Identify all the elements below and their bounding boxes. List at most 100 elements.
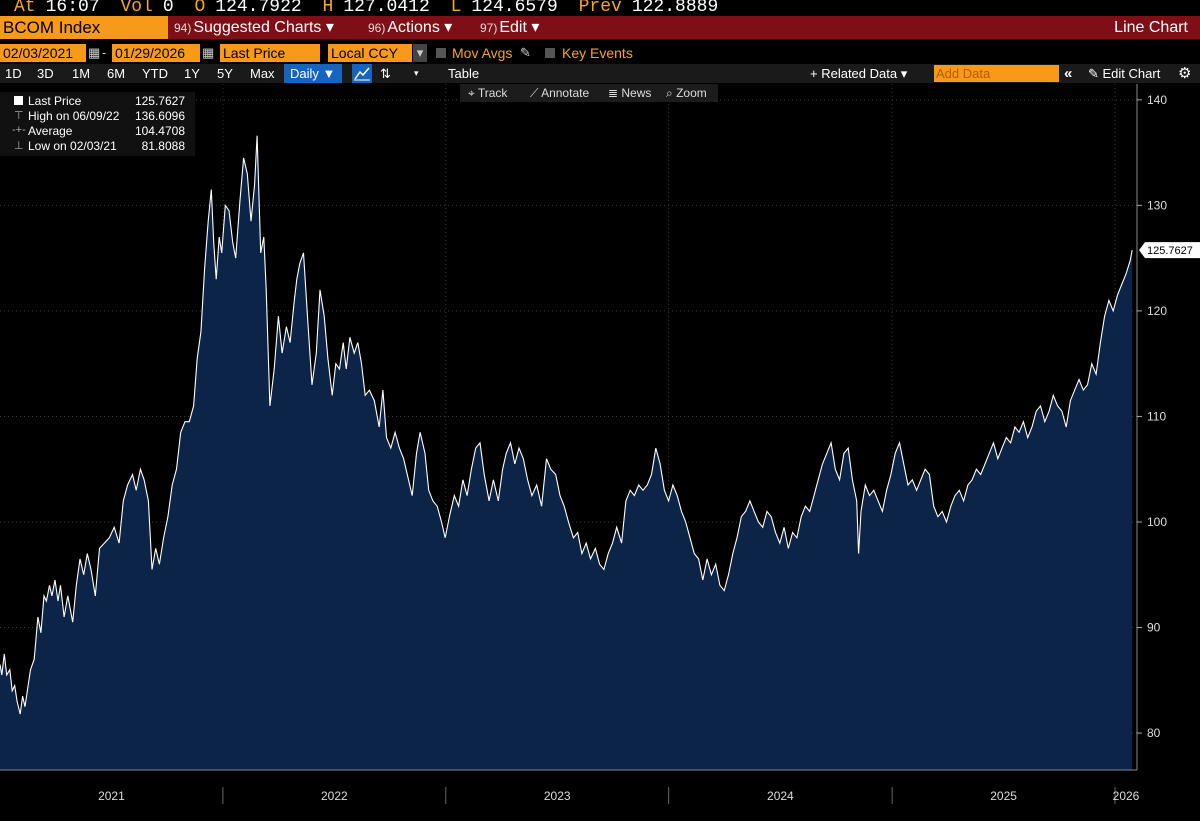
end-date-field[interactable]: 01/29/2026	[112, 44, 200, 62]
open-label: O	[194, 0, 206, 16]
calendar-icon[interactable]: ▦	[88, 45, 101, 60]
related-data-button[interactable]: + Related Data ▾	[810, 66, 908, 81]
chevron-down-icon[interactable]: ▾	[413, 44, 427, 62]
low-value: 124.6579	[471, 0, 558, 16]
menu-number: 97)	[480, 21, 498, 35]
legend-value: 125.7627	[134, 94, 185, 108]
period-3d[interactable]: 3D	[37, 66, 54, 81]
high-label: H	[322, 0, 334, 16]
line-chart-icon[interactable]	[352, 64, 372, 83]
x-tick-label: 2021	[98, 789, 125, 803]
vol-label: Vol	[120, 0, 153, 16]
suggested-charts-menu[interactable]: 94) Suggested Charts ▾	[174, 16, 334, 39]
legend-swatch	[14, 96, 23, 105]
low-marker-icon: ⊥	[14, 140, 24, 152]
period-ytd[interactable]: YTD	[142, 66, 168, 81]
legend-value: 81.8088	[141, 139, 185, 153]
date-separator: -	[102, 45, 107, 60]
menu-number: 94)	[174, 21, 192, 35]
y-tick-label: 140	[1147, 93, 1167, 107]
y-tick-label: 80	[1147, 726, 1161, 740]
open-value: 124.7922	[215, 0, 302, 16]
y-tick-label: 130	[1147, 198, 1167, 212]
quote-ticker-line: At 16:07 Vol 0 O 124.7922 H 127.0412 L 124.65…	[0, 0, 1200, 16]
at-value: 16:07	[45, 0, 100, 16]
mov-avgs-checkbox[interactable]	[436, 48, 446, 58]
last-value-text: 125.7627	[1147, 245, 1193, 257]
chevron-down-icon[interactable]: ▾	[414, 68, 419, 78]
collapse-icon[interactable]: «	[1064, 65, 1073, 82]
price-line	[0, 135, 1133, 715]
legend-label: Last Price	[28, 94, 82, 108]
x-tick-label: 2023	[544, 789, 571, 803]
legend-value: 104.4708	[134, 124, 185, 138]
edit-chart-button[interactable]: ✎ Edit Chart	[1088, 66, 1161, 81]
track-tool[interactable]: ⌖ Track	[468, 84, 507, 102]
frequency-dropdown[interactable]: Daily ▼	[284, 64, 342, 83]
key-events-label[interactable]: Key Events	[562, 45, 633, 61]
news-tool[interactable]: ≣ News	[608, 84, 651, 102]
last-value-tag	[1139, 242, 1200, 259]
vol-value: 0	[162, 0, 174, 16]
at-label: At	[14, 0, 36, 16]
y-tick-label: 100	[1147, 515, 1167, 529]
price-area	[0, 135, 1133, 770]
track-label: Track	[477, 86, 508, 100]
security-field[interactable]: BCOM Index	[0, 16, 168, 39]
legend-label: High on 06/09/22	[28, 109, 120, 123]
zoom-tool[interactable]: ⌕ Zoom	[666, 84, 707, 102]
menu-label: Actions ▾	[387, 19, 453, 36]
y-tick-label: 90	[1147, 621, 1161, 635]
x-tick-label: 2022	[321, 789, 348, 803]
calendar-icon[interactable]: ▦	[202, 45, 215, 60]
period-6m[interactable]: 6M	[107, 66, 126, 81]
annotate-icon: ⟋	[530, 86, 542, 100]
high-marker-icon: ⊤	[14, 110, 24, 122]
start-date-field[interactable]: 02/03/2021	[0, 44, 86, 62]
period-1y[interactable]: 1Y	[184, 66, 200, 81]
menu-label: Edit ▾	[499, 19, 540, 36]
field-selector[interactable]: Last Price	[220, 44, 320, 62]
key-events-checkbox[interactable]	[545, 48, 555, 58]
last-value-marker: 125.7627	[1139, 242, 1200, 259]
prev-label: Prev	[578, 0, 622, 16]
x-tick-label: 2025	[990, 789, 1017, 803]
y-tick-label: 120	[1147, 304, 1167, 318]
crosshair-icon: ⌖	[468, 86, 478, 100]
mov-avgs-label[interactable]: Mov Avgs	[452, 45, 513, 61]
annotate-tool[interactable]: ⟋ Annotate	[530, 84, 589, 102]
period-5y[interactable]: 5Y	[217, 66, 233, 81]
x-tick-label: 2026	[1113, 789, 1140, 803]
legend-value: 136.6096	[134, 109, 185, 123]
chart-type-label: Line Chart	[1114, 19, 1188, 36]
high-value: 127.0412	[343, 0, 430, 16]
period-1d[interactable]: 1D	[5, 66, 22, 81]
legend-label: Average	[28, 124, 73, 138]
currency-selector[interactable]: Local CCY	[328, 44, 412, 62]
period-max[interactable]: Max	[250, 66, 275, 81]
news-icon: ≣	[608, 86, 622, 100]
magnifier-icon: ⌕	[666, 86, 677, 100]
low-label: L	[450, 0, 462, 16]
chart-tools-bar	[460, 84, 718, 102]
add-data-input[interactable]: Add Data	[934, 65, 1059, 82]
period-1m[interactable]: 1M	[72, 66, 91, 81]
actions-menu[interactable]: 96) Actions ▾	[368, 16, 452, 39]
title-bar	[0, 16, 1200, 39]
menu-number: 96)	[368, 21, 386, 35]
edit-menu[interactable]: 97) Edit ▾	[480, 16, 539, 39]
gear-icon[interactable]: ⚙	[1178, 65, 1192, 82]
pencil-icon[interactable]: ✎	[520, 45, 531, 60]
x-axis: 2021 2022 2023 2024 2025 2026	[98, 787, 1140, 804]
prev-value: 122.8889	[631, 0, 719, 16]
bar-chart-icon[interactable]: ⇅	[380, 66, 391, 81]
chart-legend: ⊤ -+- ⊥ Last Price 125.7627 High on 06/0…	[0, 92, 195, 156]
y-axis: 80 90 100 110 120 130 140	[1137, 93, 1167, 740]
x-tick-label: 2024	[767, 789, 794, 803]
annotate-label: Annotate	[541, 86, 590, 100]
zoom-label: Zoom	[676, 86, 707, 100]
table-button[interactable]: Table	[448, 66, 480, 81]
news-label: News	[621, 86, 652, 100]
average-marker-icon: -+-	[12, 124, 26, 136]
